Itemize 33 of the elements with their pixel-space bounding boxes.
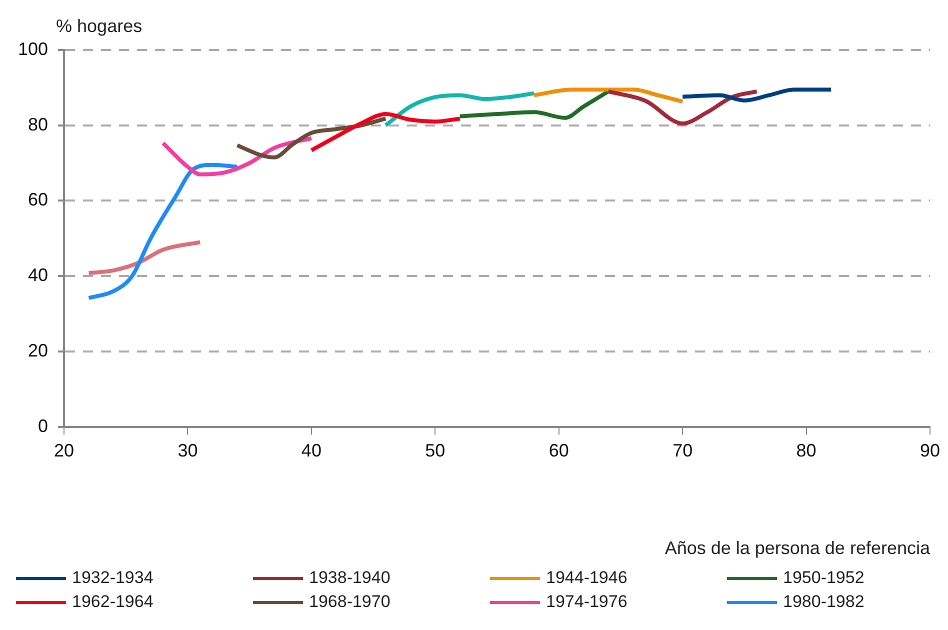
x-tick-label: 90 xyxy=(920,440,940,461)
legend-label: 1944-1946 xyxy=(546,568,628,588)
y-axis-title: % hogares xyxy=(56,16,142,36)
x-tick-label: 70 xyxy=(672,440,693,461)
x-tick-label: 50 xyxy=(425,440,446,461)
y-tick-label: 40 xyxy=(28,265,48,286)
line-series xyxy=(86,240,202,276)
y-tick-label: 100 xyxy=(18,38,48,59)
line-series xyxy=(161,136,314,176)
x-axis-title: Años de la persona de referencia xyxy=(664,538,931,558)
y-tick-label: 20 xyxy=(28,340,48,360)
legend-label: 1950-1952 xyxy=(783,568,864,588)
x-tick-label: 20 xyxy=(54,440,74,461)
line-series xyxy=(86,162,240,300)
y-tick-label: 0 xyxy=(38,416,48,436)
legend-label: 1932-1934 xyxy=(72,568,154,588)
line-series xyxy=(235,116,388,160)
legend-label: 1968-1970 xyxy=(309,592,390,612)
y-tick-label: 80 xyxy=(28,114,48,134)
x-tick-label: 60 xyxy=(548,440,569,461)
line-series xyxy=(458,89,610,120)
line-series xyxy=(680,88,834,102)
legend-label: 1962-1964 xyxy=(72,592,154,612)
x-tick-label: 40 xyxy=(301,440,322,461)
legend-label: 1974-1976 xyxy=(546,592,628,612)
y-tick-label: 60 xyxy=(28,190,48,210)
legend-label: 1980-1982 xyxy=(783,592,864,612)
x-tick-label: 80 xyxy=(796,440,816,461)
x-tick-label: 30 xyxy=(178,440,198,461)
line-series xyxy=(606,89,759,126)
line-series xyxy=(309,112,462,152)
legend-label: 1938-1940 xyxy=(309,568,390,588)
line-series xyxy=(384,91,536,128)
